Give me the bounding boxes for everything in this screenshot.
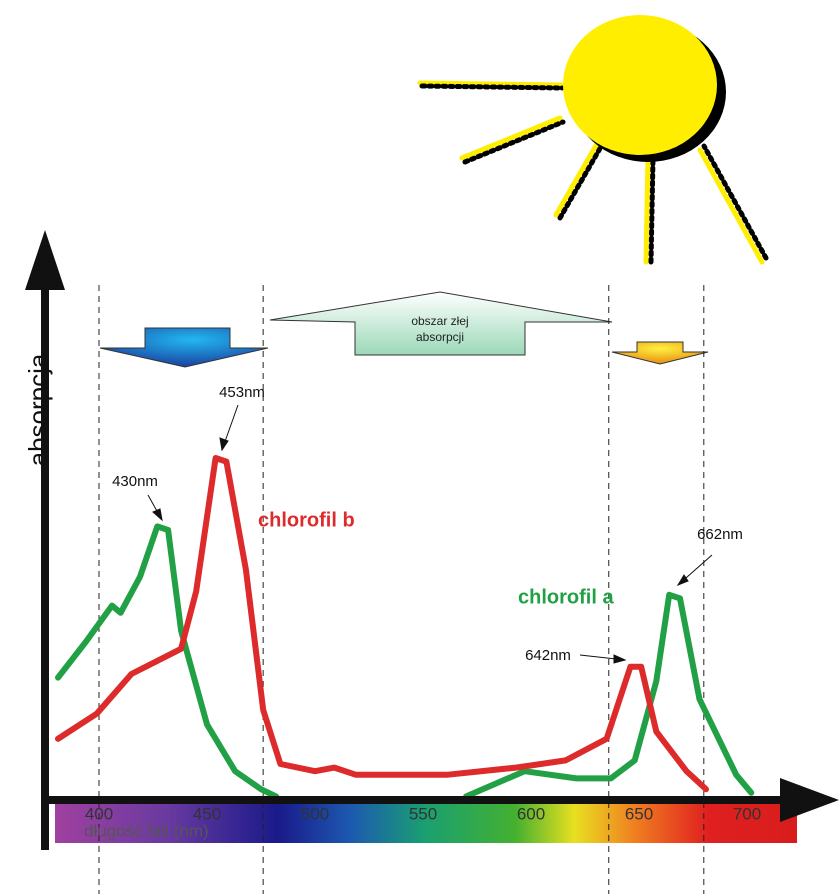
x-tick-label: 700: [733, 804, 761, 823]
sun: [420, 15, 766, 262]
annotation: 430nm: [112, 473, 158, 490]
series-label: chlorofil a: [518, 586, 614, 608]
x-tick-label: 500: [301, 804, 329, 823]
x-tick-label: 400: [85, 804, 113, 823]
x-tick-label: 450: [193, 804, 221, 823]
annotation: 453nm: [219, 384, 265, 401]
x-axis-label: długość fali (nm): [84, 821, 209, 840]
x-tick-label: 600: [517, 804, 545, 823]
page: obszar złej absorpcji absorpcja długość …: [0, 0, 839, 894]
region-arrows: [100, 292, 708, 367]
series-label: chlorofil b: [258, 509, 355, 531]
chart: obszar złej absorpcji absorpcja długość …: [0, 0, 839, 894]
annotations: [148, 405, 712, 663]
annotation: 662nm: [697, 526, 743, 543]
region-label: absorpcji: [416, 330, 464, 344]
annotation: 642nm: [525, 647, 571, 664]
region-label: obszar złej: [411, 314, 468, 328]
y-axis-label: absorpcja: [23, 353, 53, 466]
x-tick-label: 550: [409, 804, 437, 823]
x-tick-label: 650: [625, 804, 653, 823]
